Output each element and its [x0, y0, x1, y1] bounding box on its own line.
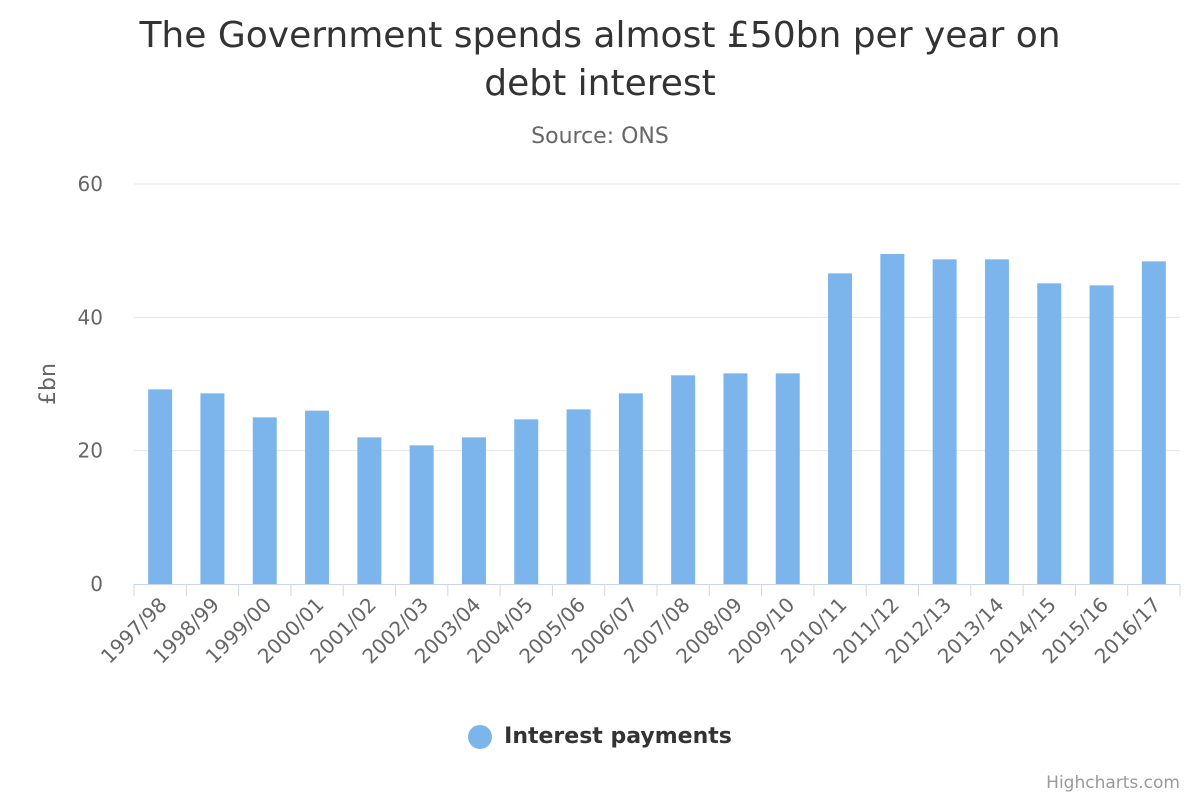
gridlines [134, 183, 1180, 452]
bar-2008-09[interactable] [723, 373, 748, 584]
bar-2009-10[interactable] [775, 373, 800, 584]
bar-2005-06[interactable] [566, 409, 591, 584]
bar-2011-12[interactable] [880, 254, 905, 584]
y-tick-label-20: 20 [78, 439, 103, 463]
y-tick-label-60: 60 [78, 172, 103, 196]
legend-marker[interactable] [468, 724, 493, 749]
y-tick-label-0: 0 [90, 572, 103, 596]
bar-1999-00[interactable] [252, 417, 277, 584]
chart-plot: 0 20 40 60 1997/981998/991999/002000/012001… [36, 172, 1181, 669]
bar-1997-98[interactable] [148, 389, 173, 584]
bar-2000-01[interactable] [305, 410, 330, 584]
y-axis-tick-labels: 0 20 40 60 [78, 172, 103, 596]
chart-subtitle: Source: ONS [531, 124, 669, 149]
y-axis-title: £bn [36, 363, 61, 405]
bars [148, 254, 1166, 584]
bar-2003-04[interactable] [461, 437, 486, 584]
legend-item-interest-payments[interactable]: Interest payments [504, 724, 732, 749]
bar-2016-17[interactable] [1141, 261, 1166, 584]
bar-2013-14[interactable] [984, 259, 1009, 584]
bar-2007-08[interactable] [671, 375, 696, 584]
legend: Interest payments [0, 724, 1200, 749]
bar-2001-02[interactable] [357, 437, 382, 584]
bar-2002-03[interactable] [409, 445, 434, 584]
credits-link[interactable]: Highcharts.com [1046, 773, 1180, 793]
chart-title: The Government spends almost £50bn per y… [139, 15, 1061, 104]
bar-2004-05[interactable] [514, 419, 539, 584]
bar-2012-13[interactable] [932, 259, 957, 584]
x-axis-tick-labels: 1997/981998/991999/002000/012001/022002/… [96, 593, 1165, 669]
bar-2006-07[interactable] [618, 393, 643, 584]
bar-2010-11[interactable] [828, 273, 853, 584]
bar-2014-15[interactable] [1037, 283, 1062, 584]
bar-1998-99[interactable] [200, 393, 225, 584]
bar-2015-16[interactable] [1089, 285, 1114, 584]
y-tick-label-40: 40 [78, 305, 103, 329]
x-axis [133, 584, 1181, 596]
